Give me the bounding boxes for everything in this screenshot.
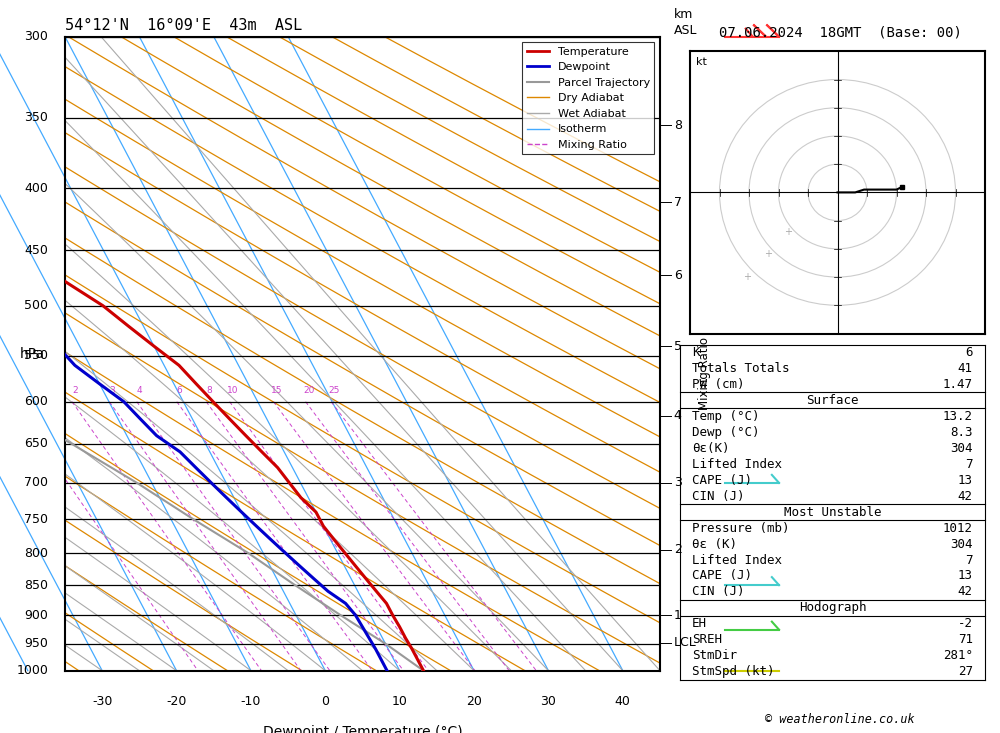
Text: 07.06.2024  18GMT  (Base: 00): 07.06.2024 18GMT (Base: 00) <box>719 26 961 40</box>
Text: Lifted Index: Lifted Index <box>692 457 782 471</box>
Text: 0: 0 <box>321 695 329 708</box>
Text: 13: 13 <box>958 570 973 583</box>
Text: 7: 7 <box>674 196 682 209</box>
Text: hPa: hPa <box>20 347 45 361</box>
Text: 1: 1 <box>674 608 682 622</box>
Text: -10: -10 <box>241 695 261 708</box>
Text: 500: 500 <box>24 299 48 312</box>
Text: 4: 4 <box>674 409 682 422</box>
Text: EH: EH <box>692 617 707 630</box>
Text: 8.3: 8.3 <box>950 426 973 439</box>
Text: Totals Totals: Totals Totals <box>692 362 790 375</box>
Text: ASL: ASL <box>674 23 697 37</box>
Text: Pressure (mb): Pressure (mb) <box>692 522 790 534</box>
Text: K: K <box>692 346 700 359</box>
Text: 850: 850 <box>24 578 48 592</box>
Text: StmSpd (kt): StmSpd (kt) <box>692 666 775 678</box>
Text: SREH: SREH <box>692 633 722 647</box>
Text: -2: -2 <box>958 617 973 630</box>
Text: 2: 2 <box>72 386 78 395</box>
Text: 27: 27 <box>958 666 973 678</box>
Text: 15: 15 <box>271 386 282 395</box>
Text: 7: 7 <box>965 457 973 471</box>
Text: 13: 13 <box>958 474 973 487</box>
Text: 350: 350 <box>24 111 48 125</box>
Text: 1012: 1012 <box>943 522 973 534</box>
Text: Lifted Index: Lifted Index <box>692 553 782 567</box>
Text: 304: 304 <box>950 537 973 550</box>
Text: 2: 2 <box>674 543 682 556</box>
Text: CIN (J): CIN (J) <box>692 490 745 503</box>
Text: 550: 550 <box>24 350 48 362</box>
Text: 5: 5 <box>674 339 682 353</box>
Text: 42: 42 <box>958 490 973 503</box>
Text: 750: 750 <box>24 512 48 526</box>
Text: kt: kt <box>696 57 707 67</box>
Text: PW (cm): PW (cm) <box>692 378 745 391</box>
Text: 71: 71 <box>958 633 973 647</box>
Text: 13.2: 13.2 <box>943 410 973 423</box>
Text: 6: 6 <box>177 386 183 395</box>
Text: 20: 20 <box>303 386 314 395</box>
Text: 700: 700 <box>24 476 48 490</box>
Text: 3: 3 <box>674 476 682 490</box>
Text: Dewp (°C): Dewp (°C) <box>692 426 760 439</box>
Text: 40: 40 <box>615 695 631 708</box>
Text: 304: 304 <box>950 442 973 454</box>
Text: +: + <box>784 226 792 237</box>
Text: θε (K): θε (K) <box>692 537 737 550</box>
Text: 900: 900 <box>24 608 48 622</box>
Text: © weatheronline.co.uk: © weatheronline.co.uk <box>765 713 915 726</box>
Text: +: + <box>743 272 751 282</box>
Text: 600: 600 <box>24 395 48 408</box>
Text: 54°12'N  16°09'E  43m  ASL: 54°12'N 16°09'E 43m ASL <box>65 18 302 33</box>
Text: 7: 7 <box>965 553 973 567</box>
Text: 1000: 1000 <box>16 664 48 677</box>
Text: Mixing Ratio (g/kg): Mixing Ratio (g/kg) <box>698 298 711 410</box>
Text: Hodograph: Hodograph <box>799 601 866 614</box>
Text: CAPE (J): CAPE (J) <box>692 474 752 487</box>
Text: CAPE (J): CAPE (J) <box>692 570 752 583</box>
Legend: Temperature, Dewpoint, Parcel Trajectory, Dry Adiabat, Wet Adiabat, Isotherm, Mi: Temperature, Dewpoint, Parcel Trajectory… <box>522 43 654 155</box>
Text: θε(K): θε(K) <box>692 442 730 454</box>
Text: Most Unstable: Most Unstable <box>784 506 881 519</box>
Text: 281°: 281° <box>943 649 973 663</box>
Text: 800: 800 <box>24 547 48 560</box>
Text: 25: 25 <box>328 386 340 395</box>
Text: 41: 41 <box>958 362 973 375</box>
Text: -20: -20 <box>166 695 187 708</box>
Text: 400: 400 <box>24 182 48 195</box>
Text: 8: 8 <box>206 386 212 395</box>
Text: 950: 950 <box>24 637 48 650</box>
Text: Surface: Surface <box>806 394 859 407</box>
Text: Temp (°C): Temp (°C) <box>692 410 760 423</box>
Text: StmDir: StmDir <box>692 649 737 663</box>
Text: 30: 30 <box>540 695 556 708</box>
Text: 10: 10 <box>392 695 408 708</box>
Text: +: + <box>764 249 772 259</box>
Text: Dewpoint / Temperature (°C): Dewpoint / Temperature (°C) <box>263 725 462 733</box>
Text: 6: 6 <box>674 269 682 281</box>
Text: 650: 650 <box>24 438 48 450</box>
Text: CIN (J): CIN (J) <box>692 586 745 598</box>
Text: 10: 10 <box>227 386 238 395</box>
Text: 3: 3 <box>109 386 115 395</box>
Text: 300: 300 <box>24 30 48 43</box>
Text: 1.47: 1.47 <box>943 378 973 391</box>
Text: km: km <box>674 8 693 21</box>
Text: 20: 20 <box>466 695 482 708</box>
Text: 450: 450 <box>24 243 48 257</box>
Text: 4: 4 <box>137 386 143 395</box>
Text: LCL: LCL <box>674 636 696 649</box>
Text: 42: 42 <box>958 586 973 598</box>
Text: 6: 6 <box>965 346 973 359</box>
Text: -30: -30 <box>92 695 112 708</box>
Text: 8: 8 <box>674 119 682 132</box>
